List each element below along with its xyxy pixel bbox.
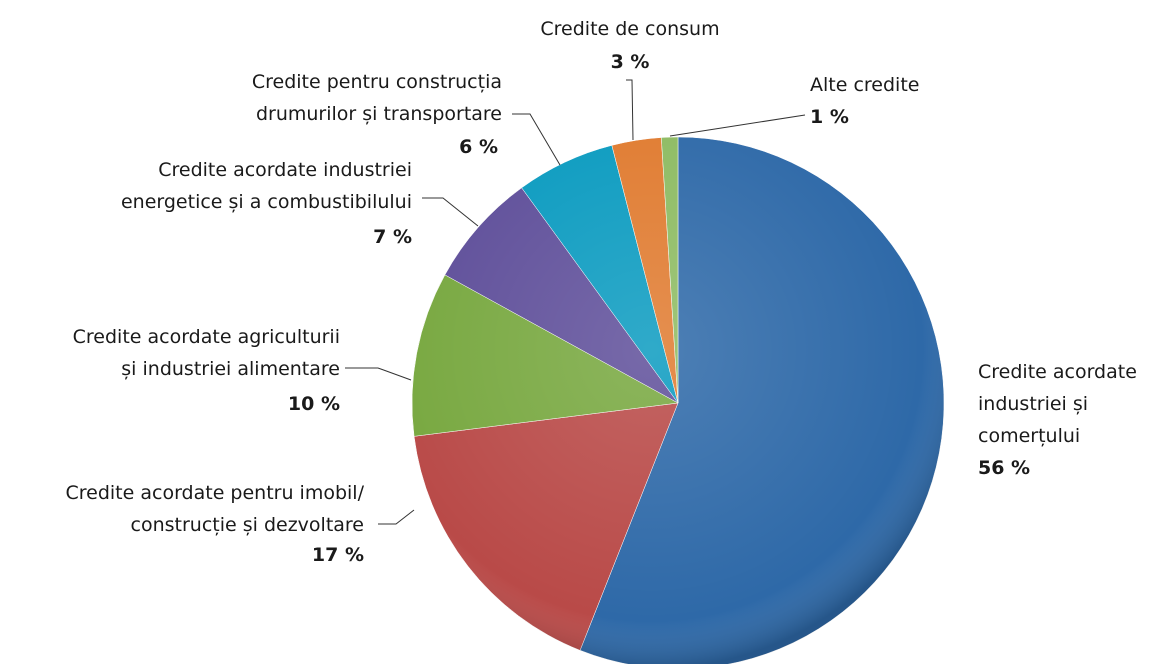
slice-value-label: 7 %	[373, 226, 412, 248]
slice-value-label: 17 %	[312, 544, 364, 566]
slice-label: Credite acordate industriei și comerțului	[978, 361, 1137, 447]
slice-value-label: 10 %	[288, 393, 340, 415]
slice-value-label: 6 %	[459, 136, 498, 158]
leader-line	[669, 114, 806, 137]
slice-label: Alte credite	[810, 74, 919, 96]
slice-value-label: 56 %	[978, 457, 1030, 479]
leader-line	[626, 79, 634, 141]
slice-label: Credite acordate industriei energetice și…	[121, 159, 412, 213]
leader-line	[512, 113, 561, 166]
slice-label: Credite de consum	[540, 18, 719, 40]
leader-line	[345, 367, 412, 381]
leader-line	[378, 509, 415, 525]
slice-label: Credite acordate agriculturii și industri…	[73, 326, 340, 380]
slice-value-label: 1 %	[810, 106, 849, 128]
leader-line	[422, 197, 479, 227]
slice-label: Credite pentru construcția drumurilor și …	[252, 71, 502, 125]
slice-label: Credite acordate pentru imobil/construcț…	[65, 482, 364, 536]
slice-value-label: 3 %	[611, 51, 650, 73]
